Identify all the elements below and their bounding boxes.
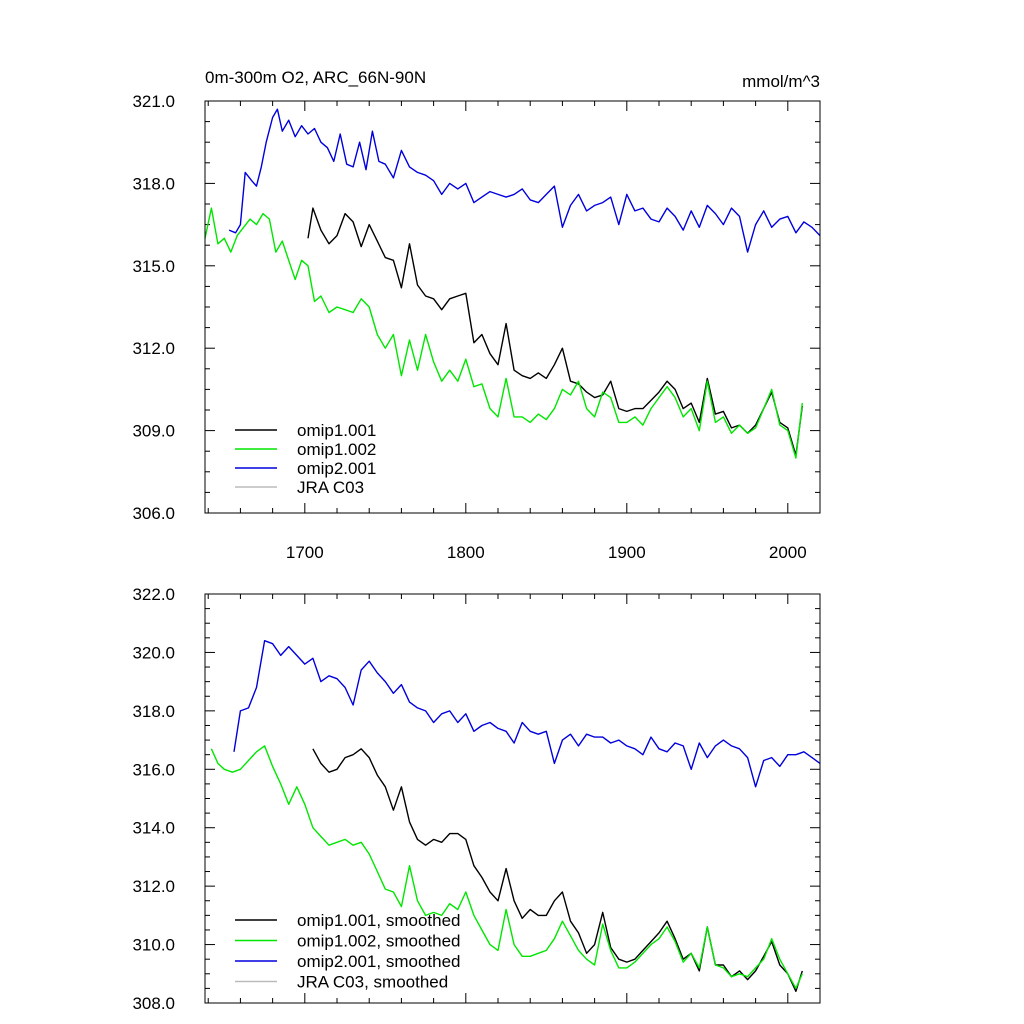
top-panel-title: 0m-300m O2, ARC_66N-90N <box>205 68 426 87</box>
x-tick-label: 2000 <box>769 543 807 562</box>
y-tick-label: 308.0 <box>132 994 175 1013</box>
top-panel-series <box>204 108 821 459</box>
y-tick-label: 316.0 <box>132 760 175 779</box>
legend-label: JRA C03, smoothed <box>297 973 448 992</box>
y-tick-label: 315.0 <box>132 257 175 276</box>
bottom-panel-frame <box>204 593 821 1004</box>
series-line-2 <box>233 640 821 788</box>
y-tick-label: 306.0 <box>132 504 175 523</box>
y-tick-label: 320.0 <box>132 643 175 662</box>
y-tick-label: 318.0 <box>132 174 175 193</box>
y-tick-label: 321.0 <box>132 92 175 111</box>
series-line-1 <box>204 207 803 459</box>
legend-label: omip2.001, smoothed <box>297 952 461 971</box>
bottom-panel-series <box>210 640 821 992</box>
legend-label: omip2.001 <box>297 459 376 478</box>
y-tick-label: 314.0 <box>132 819 175 838</box>
bottom-panel: 308.0 310.0 312.0 314.0 316.0 318.0 320.0 322.0… <box>132 585 821 1013</box>
y-tick-label: 312.0 <box>132 339 175 358</box>
legend-label: JRA C03 <box>297 478 364 497</box>
legend-label: omip1.001, smoothed <box>297 911 461 930</box>
x-tick-label: 1900 <box>608 543 646 562</box>
top-panel-units: mmol/m^3 <box>742 72 820 91</box>
bottom-panel-axes: 308.0 310.0 312.0 314.0 316.0 318.0 320.0 322.0 <box>132 585 821 1013</box>
series-line-1 <box>210 745 803 990</box>
y-tick-label: 309.0 <box>132 422 175 441</box>
top-panel: 0m-300m O2, ARC_66N-90N mmol/m^3 1700 180… <box>132 68 821 562</box>
x-tick-label: 1700 <box>286 543 324 562</box>
bottom-panel-legend: omip1.001, smoothed omip1.002, smoothedom… <box>235 911 461 992</box>
series-line-0 <box>307 207 803 456</box>
legend-label: omip1.002, smoothed <box>297 932 461 951</box>
series-line-2 <box>228 108 821 253</box>
x-tick-label: 1800 <box>447 543 485 562</box>
y-tick-label: 318.0 <box>132 702 175 721</box>
top-panel-axes: 1700 1800 1900 2000 306.0 309.0 312.0 315.0 318.… <box>132 92 821 562</box>
y-tick-label: 322.0 <box>132 585 175 604</box>
legend-label: omip1.002 <box>297 440 376 459</box>
legend-label: omip1.001 <box>297 421 376 440</box>
y-tick-label: 312.0 <box>132 877 175 896</box>
y-tick-label: 310.0 <box>132 936 175 955</box>
top-panel-frame <box>204 100 821 514</box>
series-line-0 <box>312 748 803 992</box>
